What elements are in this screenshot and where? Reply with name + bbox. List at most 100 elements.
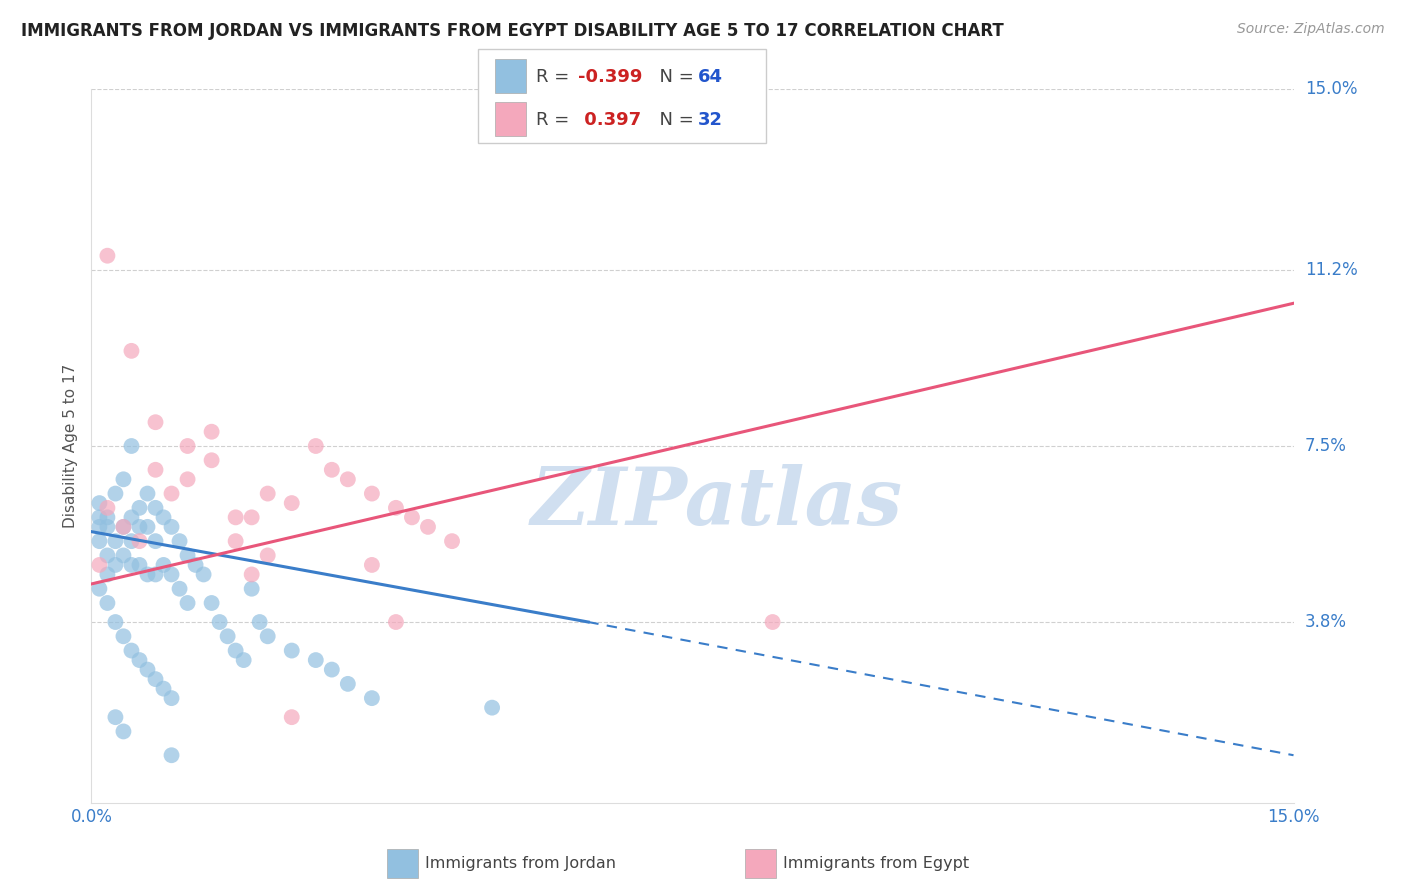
Point: [121, 534, 143, 549]
Point: [360, 691, 382, 706]
Point: [96, 549, 118, 563]
Point: [104, 486, 127, 500]
Point: [121, 643, 143, 657]
Point: [145, 567, 167, 582]
Point: [256, 629, 278, 643]
Point: [385, 500, 408, 515]
Point: [440, 534, 463, 549]
Point: [121, 558, 143, 572]
Point: [89, 534, 111, 549]
Text: 32: 32: [697, 111, 723, 128]
Point: [169, 534, 191, 549]
Point: [112, 520, 135, 534]
Text: -0.399: -0.399: [578, 69, 643, 87]
Point: [104, 710, 127, 724]
Point: [128, 500, 150, 515]
Point: [112, 549, 135, 563]
Point: [96, 596, 118, 610]
Point: [89, 510, 111, 524]
Point: [145, 672, 167, 686]
Point: [96, 567, 118, 582]
Point: [225, 534, 247, 549]
Point: [104, 615, 127, 629]
Point: [96, 249, 118, 263]
Point: [305, 653, 328, 667]
Point: [96, 500, 118, 515]
Point: [256, 549, 278, 563]
Point: [281, 710, 304, 724]
Point: [136, 567, 159, 582]
Point: [136, 520, 159, 534]
Point: [128, 520, 150, 534]
Point: [321, 663, 343, 677]
Point: [201, 596, 224, 610]
Point: [481, 700, 503, 714]
Text: Immigrants from Egypt: Immigrants from Egypt: [783, 856, 969, 871]
Point: [225, 643, 247, 657]
Point: [176, 549, 198, 563]
Point: [136, 486, 159, 500]
Point: [128, 558, 150, 572]
Point: [184, 558, 207, 572]
Point: [121, 439, 143, 453]
Point: [145, 534, 167, 549]
Point: [160, 567, 183, 582]
Point: [112, 629, 135, 643]
Text: N =: N =: [648, 69, 700, 87]
Point: [232, 653, 254, 667]
Point: [152, 558, 174, 572]
Point: [145, 500, 167, 515]
Point: [416, 520, 439, 534]
Y-axis label: Disability Age 5 to 17: Disability Age 5 to 17: [62, 364, 77, 528]
Point: [145, 463, 167, 477]
Point: [160, 748, 183, 763]
Point: [152, 681, 174, 696]
Point: [96, 520, 118, 534]
Point: [240, 567, 263, 582]
Point: [385, 615, 408, 629]
Point: [225, 510, 247, 524]
Text: N =: N =: [648, 111, 700, 128]
Point: [112, 520, 135, 534]
Point: [112, 724, 135, 739]
Text: R =: R =: [536, 111, 581, 128]
Point: [136, 663, 159, 677]
Point: [176, 472, 198, 486]
Text: Immigrants from Jordan: Immigrants from Jordan: [425, 856, 616, 871]
Point: [217, 629, 239, 643]
Point: [89, 496, 111, 510]
Point: [121, 510, 143, 524]
Point: [121, 343, 143, 358]
Point: [160, 520, 183, 534]
Text: ZIPatlas: ZIPatlas: [530, 465, 903, 541]
Point: [201, 425, 224, 439]
Point: [152, 510, 174, 524]
Point: [360, 558, 382, 572]
Point: [336, 472, 359, 486]
Text: 11.2%: 11.2%: [1305, 261, 1357, 279]
Point: [281, 643, 304, 657]
Point: [89, 520, 111, 534]
Text: 3.8%: 3.8%: [1305, 613, 1347, 631]
Point: [160, 486, 183, 500]
Point: [401, 510, 423, 524]
Point: [305, 439, 328, 453]
Point: [321, 463, 343, 477]
Point: [240, 510, 263, 524]
Point: [112, 472, 135, 486]
Text: 0.397: 0.397: [578, 111, 641, 128]
Point: [249, 615, 271, 629]
Point: [193, 567, 215, 582]
Text: 64: 64: [697, 69, 723, 87]
Point: [336, 677, 359, 691]
Text: Source: ZipAtlas.com: Source: ZipAtlas.com: [1237, 22, 1385, 37]
Point: [281, 496, 304, 510]
Text: R =: R =: [536, 69, 575, 87]
Point: [89, 558, 111, 572]
Point: [176, 439, 198, 453]
Point: [104, 534, 127, 549]
Point: [240, 582, 263, 596]
Point: [96, 510, 118, 524]
Point: [762, 615, 785, 629]
Point: [256, 486, 278, 500]
